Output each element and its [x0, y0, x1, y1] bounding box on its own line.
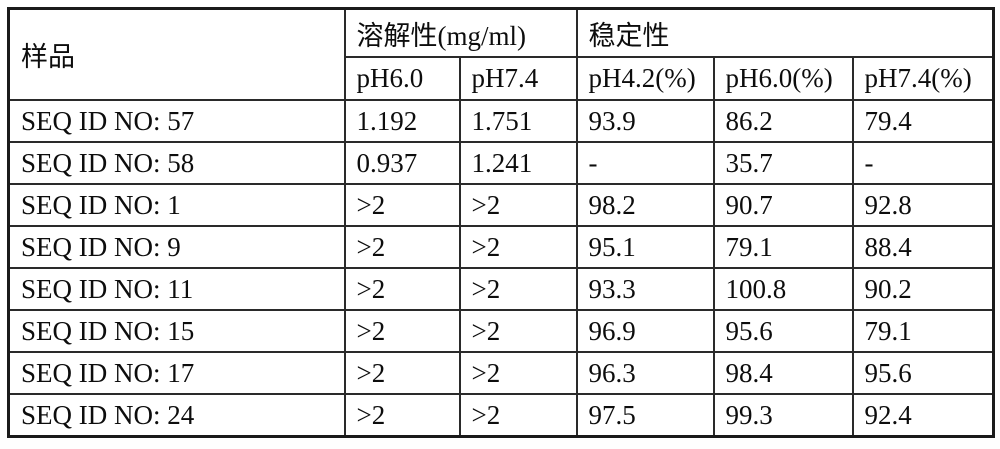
value-cell: >2: [458, 267, 578, 311]
column-header-stability-ph74: pH7.4(%): [851, 56, 995, 101]
value-cell: 95.6: [712, 309, 854, 353]
value-cell: -: [851, 141, 995, 185]
value-cell: 86.2: [712, 99, 854, 143]
column-header-stability-ph6: pH6.0(%): [712, 56, 854, 101]
sample-id-cell: SEQ ID NO: 1: [7, 183, 346, 227]
column-group-solubility: 溶解性(mg/ml): [343, 7, 578, 58]
value-cell: 92.8: [851, 183, 995, 227]
table-row: SEQ ID NO: 11 >2 >2 93.3 100.8 90.2: [7, 267, 995, 311]
value-cell: >2: [343, 267, 461, 311]
value-cell: >2: [458, 351, 578, 395]
value-cell: -: [575, 141, 715, 185]
value-cell: 93.3: [575, 267, 715, 311]
value-cell: >2: [343, 309, 461, 353]
sample-id-cell: SEQ ID NO: 57: [7, 99, 346, 143]
sample-properties-table: 样品 溶解性(mg/ml) 稳定性 pH6.0 pH7.4 pH4.2(%) p…: [7, 7, 995, 438]
value-cell: >2: [343, 393, 461, 438]
table-row: SEQ ID NO: 1 >2 >2 98.2 90.7 92.8: [7, 183, 995, 227]
value-cell: >2: [343, 351, 461, 395]
value-cell: 79.1: [851, 309, 995, 353]
sample-id-cell: SEQ ID NO: 58: [7, 141, 346, 185]
value-cell: 1.241: [458, 141, 578, 185]
column-header-solubility-ph6: pH6.0: [343, 56, 461, 101]
value-cell: 79.1: [712, 225, 854, 269]
table-header-row-groups: 样品 溶解性(mg/ml) 稳定性: [7, 7, 995, 101]
value-cell: >2: [458, 183, 578, 227]
value-cell: 96.9: [575, 309, 715, 353]
value-cell: >2: [458, 393, 578, 438]
value-cell: 95.6: [851, 351, 995, 395]
value-cell: 90.2: [851, 267, 995, 311]
value-cell: >2: [343, 183, 461, 227]
value-cell: 98.4: [712, 351, 854, 395]
column-header-solubility-ph74: pH7.4: [458, 56, 578, 101]
value-cell: 96.3: [575, 351, 715, 395]
table-row: SEQ ID NO: 15 >2 >2 96.9 95.6 79.1: [7, 309, 995, 353]
value-cell: 88.4: [851, 225, 995, 269]
value-cell: 97.5: [575, 393, 715, 438]
value-cell: 98.2: [575, 183, 715, 227]
sample-id-cell: SEQ ID NO: 17: [7, 351, 346, 395]
table-row: SEQ ID NO: 58 0.937 1.241 - 35.7 -: [7, 141, 995, 185]
value-cell: 93.9: [575, 99, 715, 143]
table-row: SEQ ID NO: 9 >2 >2 95.1 79.1 88.4: [7, 225, 995, 269]
sample-id-cell: SEQ ID NO: 9: [7, 225, 346, 269]
value-cell: 79.4: [851, 99, 995, 143]
value-cell: 1.751: [458, 99, 578, 143]
table-row: SEQ ID NO: 24 >2 >2 97.5 99.3 92.4: [7, 393, 995, 438]
value-cell: >2: [458, 309, 578, 353]
sample-id-cell: SEQ ID NO: 11: [7, 267, 346, 311]
value-cell: >2: [458, 225, 578, 269]
value-cell: 90.7: [712, 183, 854, 227]
value-cell: 95.1: [575, 225, 715, 269]
column-group-stability: 稳定性: [575, 7, 995, 58]
value-cell: 1.192: [343, 99, 461, 143]
column-header-stability-ph42: pH4.2(%): [575, 56, 715, 101]
table-row: SEQ ID NO: 17 >2 >2 96.3 98.4 95.6: [7, 351, 995, 395]
value-cell: 99.3: [712, 393, 854, 438]
table-header-row-subcolumns: pH6.0 pH7.4 pH4.2(%) pH6.0(%) pH7.4(%): [9, 56, 995, 101]
column-header-sample: 样品: [7, 7, 346, 101]
table-row: SEQ ID NO: 57 1.192 1.751 93.9 86.2 79.4: [7, 99, 995, 143]
value-cell: 100.8: [712, 267, 854, 311]
sample-id-cell: SEQ ID NO: 24: [7, 393, 346, 438]
value-cell: >2: [343, 225, 461, 269]
value-cell: 35.7: [712, 141, 854, 185]
value-cell: 92.4: [851, 393, 995, 438]
sample-id-cell: SEQ ID NO: 15: [7, 309, 346, 353]
value-cell: 0.937: [343, 141, 461, 185]
